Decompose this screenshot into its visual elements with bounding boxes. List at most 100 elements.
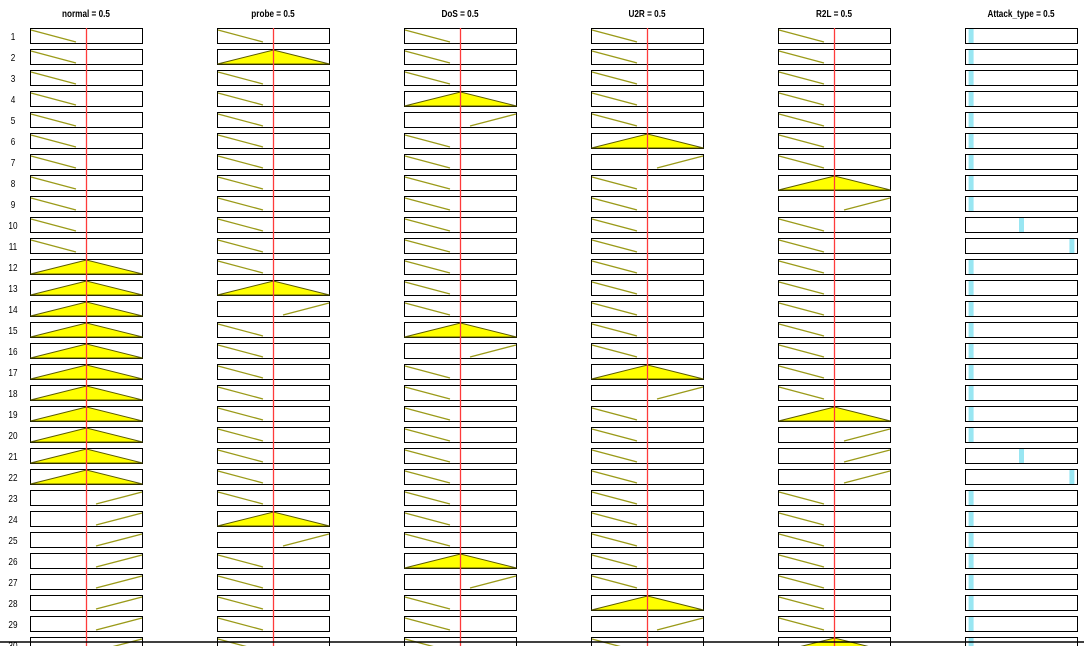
mf-cell-dos [404, 301, 517, 322]
output-bar [968, 50, 974, 64]
rule-number: 13 [8, 283, 17, 294]
low-ramp [217, 554, 264, 568]
low-ramp [778, 323, 825, 337]
rule-row-8[interactable]: 8 [11, 175, 1078, 196]
rule-row-9[interactable]: 9 [11, 196, 1078, 217]
rule-row-29[interactable]: 29 [8, 616, 1078, 637]
low-ramp [217, 407, 264, 421]
mf-cell-u2r [591, 322, 704, 343]
mf-cell-dos [404, 343, 517, 364]
mf-cell-r2l [778, 133, 891, 154]
mf-cell-probe [217, 259, 330, 280]
mf-cell-dos [404, 49, 517, 70]
rule-row-5[interactable]: 5 [11, 112, 1078, 133]
low-ramp [778, 365, 825, 379]
mf-cell-u2r [591, 532, 704, 553]
mf-cell-dos [404, 196, 517, 217]
mf-cell-normal [30, 385, 143, 406]
low-ramp [778, 239, 825, 253]
rule-row-13[interactable]: 13 [8, 280, 1078, 301]
rule-row-16[interactable]: 16 [8, 343, 1078, 364]
mf-cell-normal [30, 70, 143, 91]
high-ramp [843, 449, 891, 463]
low-ramp [591, 491, 638, 505]
mf-cell-probe [217, 70, 330, 91]
mf-cell-r2l [778, 511, 891, 532]
rule-number: 1 [11, 31, 16, 42]
rule-row-20[interactable]: 20 [8, 427, 1078, 448]
rule-row-1[interactable]: 1 [11, 28, 1078, 49]
rule-row-2[interactable]: 2 [11, 49, 1078, 70]
mf-box [965, 511, 1078, 527]
mf-cell-dos [404, 448, 517, 469]
low-ramp [217, 239, 264, 253]
rule-row-17[interactable]: 17 [8, 364, 1078, 385]
mf-cell-r2l [778, 364, 891, 385]
low-ramp [404, 407, 451, 421]
mf-cell-u2r [591, 364, 704, 385]
low-ramp [404, 134, 451, 148]
rule-number: 22 [8, 472, 17, 483]
output-cell [965, 322, 1078, 338]
low-ramp [778, 302, 825, 316]
low-ramp [591, 407, 638, 421]
rule-number: 5 [11, 115, 16, 126]
mf-cell-dos [404, 532, 517, 553]
low-ramp [217, 344, 264, 358]
low-ramp [778, 29, 825, 43]
mf-cell-u2r [591, 154, 704, 175]
rule-row-27[interactable]: 27 [8, 574, 1078, 595]
mf-cell-probe [217, 574, 330, 595]
output-bar [1069, 239, 1075, 253]
rule-row-24[interactable]: 24 [8, 511, 1078, 532]
rule-row-12[interactable]: 12 [8, 259, 1078, 280]
rule-row-18[interactable]: 18 [8, 385, 1078, 406]
output-bar [968, 281, 974, 295]
low-ramp [404, 281, 451, 295]
rule-row-22[interactable]: 22 [8, 469, 1078, 490]
mf-cell-r2l [778, 616, 891, 637]
low-ramp [217, 491, 264, 505]
rule-row-28[interactable]: 28 [8, 595, 1078, 616]
rule-row-14[interactable]: 14 [8, 301, 1078, 322]
rule-row-21[interactable]: 21 [8, 448, 1078, 469]
rule-row-7[interactable]: 7 [11, 154, 1078, 175]
low-ramp [404, 449, 451, 463]
mf-cell-normal [30, 511, 143, 532]
low-ramp [591, 113, 638, 127]
low-ramp [778, 155, 825, 169]
high-ramp [95, 554, 143, 568]
low-ramp [217, 428, 264, 442]
rule-number: 23 [8, 493, 17, 504]
mf-cell-probe [217, 385, 330, 406]
rule-row-6[interactable]: 6 [11, 133, 1078, 154]
mf-cell-normal [30, 154, 143, 175]
low-ramp [591, 449, 638, 463]
rule-row-26[interactable]: 26 [8, 553, 1078, 574]
rule-row-15[interactable]: 15 [8, 322, 1078, 343]
high-ramp [843, 428, 891, 442]
mf-cell-r2l [778, 301, 891, 322]
output-cell [965, 490, 1078, 506]
rule-row-10[interactable]: 10 [8, 217, 1078, 238]
output-cell [965, 49, 1078, 65]
low-ramp [404, 491, 451, 505]
low-ramp [404, 29, 451, 43]
mf-cell-dos [404, 70, 517, 91]
rule-row-19[interactable]: 19 [8, 406, 1078, 427]
mf-cell-probe [217, 280, 330, 301]
rule-row-4[interactable]: 4 [11, 91, 1078, 112]
low-ramp [404, 638, 434, 646]
rule-row-3[interactable]: 3 [11, 70, 1078, 91]
rule-number: 9 [11, 199, 16, 210]
mf-cell-dos [404, 406, 517, 427]
low-ramp [404, 386, 451, 400]
mf-box [965, 49, 1078, 65]
mf-cell-r2l [778, 574, 891, 595]
mf-cell-probe [217, 196, 330, 217]
output-bar [968, 365, 974, 379]
rule-row-25[interactable]: 25 [8, 532, 1078, 553]
rule-row-11[interactable]: 11 [9, 238, 1078, 259]
output-cell [965, 469, 1078, 485]
rule-row-23[interactable]: 23 [8, 490, 1078, 511]
